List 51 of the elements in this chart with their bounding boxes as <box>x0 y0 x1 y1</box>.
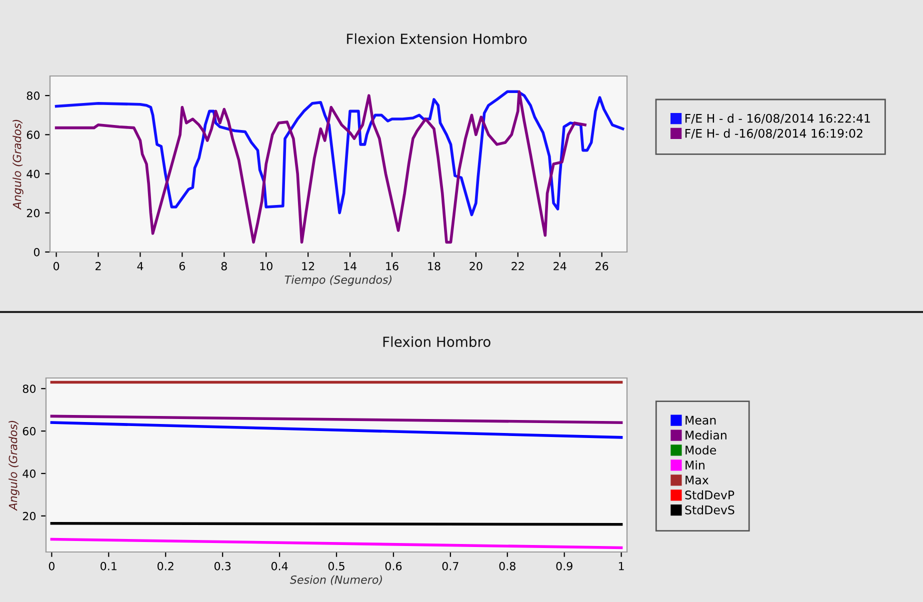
y-tick-label: 80 <box>22 384 36 393</box>
x-tick-label: 20 <box>470 262 482 270</box>
x-tick-label: 6 <box>179 262 186 270</box>
legend-label: Min <box>686 460 704 470</box>
y-tick-label: 40 <box>22 469 36 478</box>
x-tick-label: 1 <box>618 562 624 570</box>
x-tick-label: 18 <box>428 262 440 270</box>
y-axis-title: Angulo (Grados) <box>12 120 24 210</box>
y-tick-label: 60 <box>26 130 40 140</box>
x-tick-label: 2 <box>96 262 101 270</box>
y-tick-label: 60 <box>22 427 36 436</box>
x-tick-label: 0.9 <box>556 562 572 570</box>
y-tick-label: 20 <box>22 512 36 520</box>
x-tick-label: 0.1 <box>100 562 116 570</box>
x-tick-label: 4 <box>137 262 144 270</box>
y-tick-label: 40 <box>26 170 40 178</box>
legend-label: Max <box>686 476 708 484</box>
x-axis-title: Sesion (Numero) <box>290 575 382 586</box>
y-tick-label: 80 <box>26 92 40 100</box>
x-tick-label: 10 <box>260 262 272 270</box>
chart-title: Flexion Extension Hombro <box>347 33 527 44</box>
x-tick-label: 14 <box>344 262 356 270</box>
line-series <box>54 90 586 244</box>
legend-label: Median <box>686 430 726 440</box>
x-tick-label: 22 <box>512 262 524 270</box>
x-tick-label: 0 <box>48 562 54 570</box>
legend-label: StdDevP <box>685 490 734 500</box>
chart-title: Flexion Hombro <box>383 336 490 348</box>
x-tick-label: 0.2 <box>158 562 174 570</box>
legend-label: F/E H- d -16/08/2014 16:19:02 <box>685 128 862 139</box>
x-tick-label: 8 <box>221 262 227 270</box>
legend-label: Mode <box>686 445 716 455</box>
x-tick-label: 24 <box>554 262 566 270</box>
y-tick-label: 20 <box>26 208 40 218</box>
x-tick-label: 26 <box>596 262 608 270</box>
legend-label: F/E H - d - 16/08/2014 16:22:41 <box>685 114 870 124</box>
y-axis-title: Angulo (Grados) <box>8 420 20 511</box>
legend-label: StdDevS <box>685 505 734 514</box>
x-axis-title: Tiempo (Segundos) <box>284 275 392 286</box>
x-tick-label: 16 <box>386 262 398 270</box>
y-tick-label: 0 <box>34 248 40 256</box>
x-tick-label: 0.5 <box>328 562 344 570</box>
x-tick-label: 0.8 <box>499 562 516 570</box>
x-tick-label: 0 <box>53 262 60 270</box>
legend-label: Mean <box>686 416 716 425</box>
x-tick-label: 0.6 <box>385 562 402 570</box>
line-series <box>54 90 624 216</box>
x-tick-label: 0.4 <box>271 562 288 570</box>
x-tick-label: 12 <box>302 262 314 270</box>
x-tick-label: 0.3 <box>214 562 231 570</box>
x-tick-label: 0.7 <box>442 562 458 570</box>
